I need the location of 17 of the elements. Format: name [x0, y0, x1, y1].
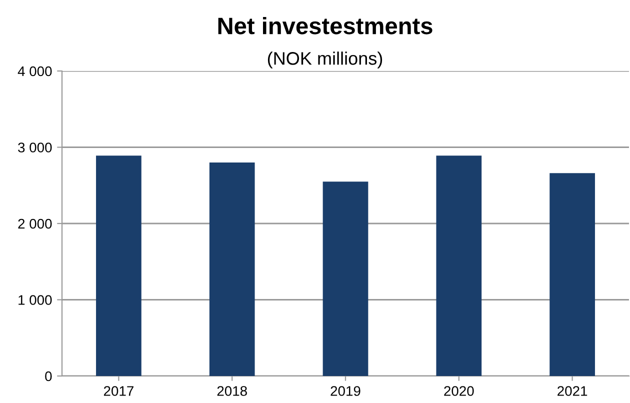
- bar: [550, 173, 595, 376]
- x-tick-label: 2018: [217, 386, 247, 396]
- x-tick-label: 2019: [330, 386, 360, 396]
- x-tick-label: 2021: [558, 386, 588, 396]
- x-tick-label: 2020: [444, 386, 474, 396]
- y-tick-label: 1 000: [18, 295, 52, 305]
- chart-title: Net investestments: [218, 16, 432, 34]
- x-tick-label: 2017: [104, 386, 134, 396]
- y-tick-label: 3 000: [18, 142, 52, 152]
- bar: [96, 156, 142, 376]
- y-tick-label: 0: [45, 371, 52, 382]
- bar: [322, 182, 368, 376]
- y-tick-label: 4 000: [18, 66, 52, 76]
- y-tick-label: 2 000: [18, 218, 52, 229]
- bar: [209, 162, 255, 376]
- chart-subtitle: (NOK millions): [268, 52, 382, 68]
- bar: [436, 156, 482, 376]
